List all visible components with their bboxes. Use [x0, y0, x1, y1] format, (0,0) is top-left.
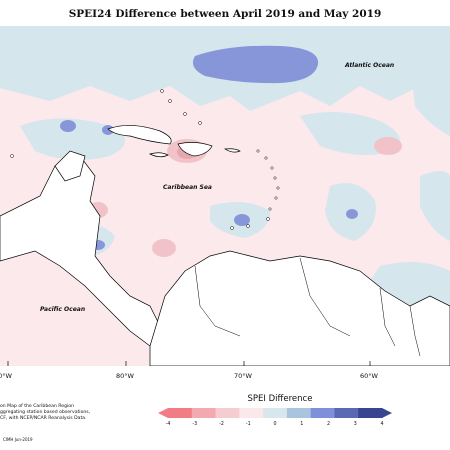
caribbean-sea-label: Caribbean Sea	[163, 184, 212, 191]
legend-bin	[263, 408, 288, 418]
legend-tick-label: 4	[380, 422, 384, 427]
landmass	[0, 125, 450, 366]
note-line-3: CF, with NCEP/NCAR Reanalysis Data.	[0, 416, 87, 421]
spei-map: Atlantic Ocean Caribbean Sea Pacific Oce…	[0, 26, 450, 366]
legend-tick-label: -3	[192, 422, 198, 427]
longitude-label-80w: 80°W	[116, 372, 134, 380]
legend-tick-label: 3	[353, 422, 357, 427]
legend-tick-label: -2	[219, 422, 224, 427]
legend-bin	[334, 408, 359, 418]
legend-tick-label: 2	[326, 422, 331, 427]
atlantic-ocean-label: Atlantic Ocean	[345, 62, 395, 69]
map-canvas	[0, 26, 450, 366]
small-islands	[10, 89, 280, 230]
legend-bin	[239, 408, 264, 418]
legend-title: SPEI Difference	[247, 394, 313, 404]
legend-colorbar	[158, 408, 392, 418]
legend-bin	[168, 408, 193, 418]
legend-bin	[215, 408, 240, 418]
credit: CIMH Jun-2019	[3, 437, 33, 442]
longitude-label-60w: 60°W	[360, 372, 378, 380]
note-line-1: on Map of the Caribbean Region	[0, 404, 74, 409]
legend-tick-label: -4	[165, 422, 171, 427]
legend-bin	[310, 408, 335, 418]
note-line-2: ggregating station based observations,	[0, 410, 91, 415]
longitude-label-70w: 70°W	[234, 372, 252, 380]
legend-bin	[358, 408, 383, 418]
pacific-ocean-label: Pacific Ocean	[40, 306, 86, 313]
longitude-label-90w: 90°W	[0, 372, 12, 380]
legend-bin	[286, 408, 311, 418]
legend-tick-label: 1	[300, 422, 304, 427]
country-borders	[194, 257, 421, 357]
legend-bin	[191, 408, 216, 418]
legend-tick-label: -1	[245, 422, 251, 427]
longitude-ticks	[7, 361, 371, 366]
legend-arrow-left	[158, 408, 168, 418]
map-title: SPEI24 Difference between April 2019 and…	[68, 8, 382, 20]
legend-arrow-right	[382, 408, 392, 418]
legend-tick-label: 0	[273, 422, 277, 427]
